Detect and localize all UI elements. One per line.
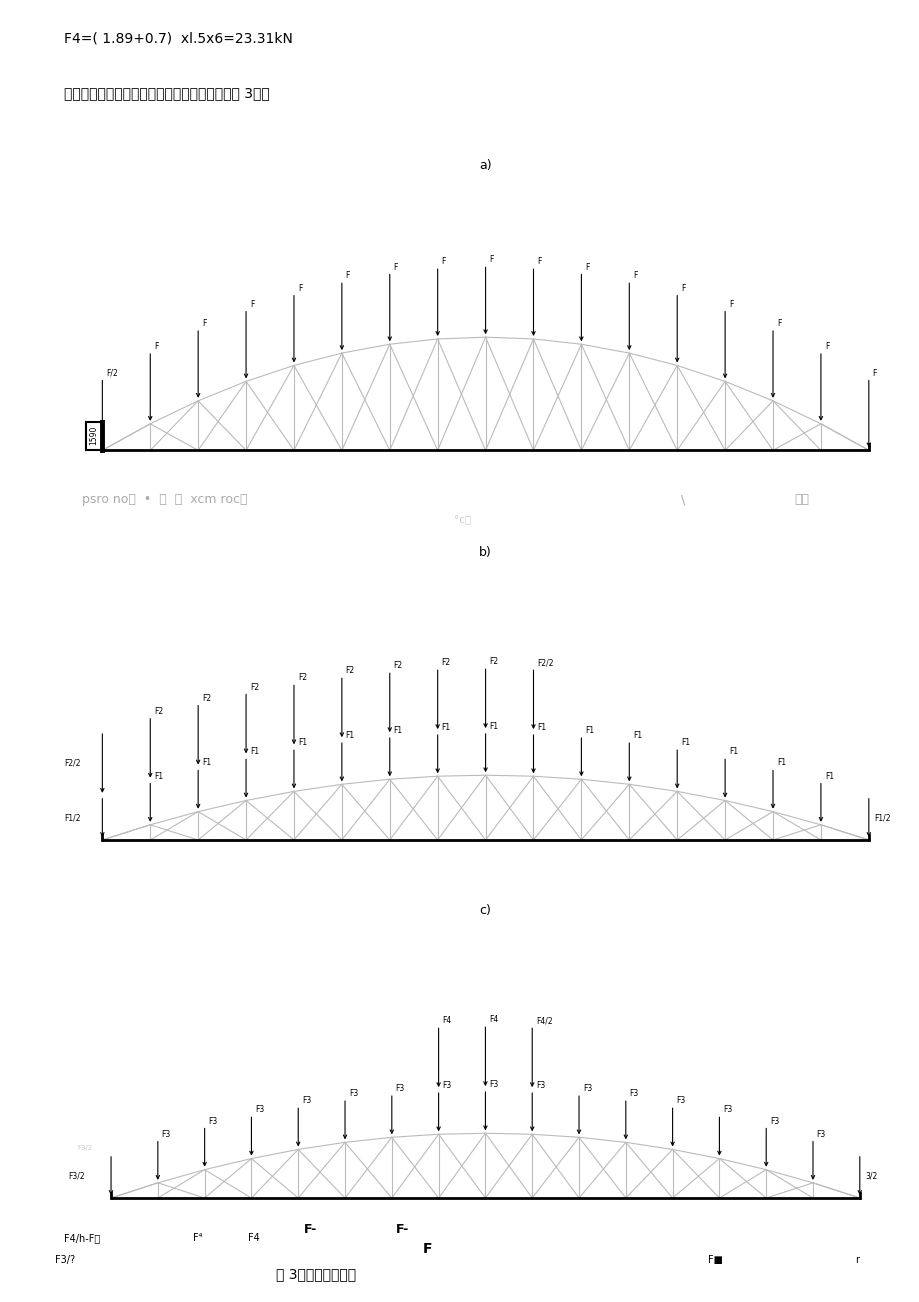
Text: F3: F3 (582, 1085, 591, 1094)
Text: F: F (298, 284, 301, 293)
Text: F: F (632, 271, 637, 280)
Text: psro no）  •  ：  ：  xcm roc：: psro no） • ： ： xcm roc： (82, 493, 247, 506)
Text: F: F (153, 342, 158, 352)
Text: °c（: °c（ (454, 516, 471, 526)
Text: F: F (441, 258, 446, 266)
Text: F3/?: F3/? (55, 1255, 75, 1266)
Text: F: F (537, 258, 541, 266)
Text: F: F (584, 263, 589, 272)
Text: F-: F- (395, 1223, 408, 1236)
Text: F2: F2 (489, 658, 498, 667)
Text: F2: F2 (346, 667, 355, 676)
Text: F3: F3 (816, 1130, 825, 1139)
Text: 3/2: 3/2 (865, 1172, 877, 1181)
Text: F1: F1 (441, 723, 450, 732)
Text: F: F (423, 1242, 432, 1255)
Text: F1: F1 (202, 759, 210, 767)
Text: F2: F2 (441, 659, 450, 668)
Text: F1/2: F1/2 (64, 814, 81, 823)
Text: F: F (823, 342, 828, 352)
Text: F2: F2 (298, 673, 307, 682)
Text: F1: F1 (250, 747, 259, 756)
Text: F4=( 1.89+0.7)  xl.5x6=23.31kN: F4=( 1.89+0.7) xl.5x6=23.31kN (64, 31, 293, 46)
Text: F: F (680, 284, 685, 293)
Text: F2: F2 (202, 694, 210, 703)
Text: r: r (855, 1255, 858, 1266)
Text: F: F (489, 255, 494, 264)
Text: F1: F1 (489, 723, 498, 730)
Text: F3: F3 (442, 1081, 451, 1090)
Text: F: F (250, 299, 254, 309)
Text: F: F (346, 271, 350, 280)
Text: F2/2: F2/2 (537, 659, 553, 668)
Text: F2: F2 (393, 661, 403, 671)
Text: F4: F4 (248, 1233, 260, 1243)
Text: F3/2: F3/2 (69, 1172, 85, 1181)
Text: F1: F1 (153, 772, 163, 781)
Text: F3: F3 (769, 1117, 778, 1125)
Text: F: F (393, 263, 398, 272)
Text: F⁴: F⁴ (193, 1233, 202, 1243)
Text: F: F (776, 319, 780, 328)
Text: F3: F3 (675, 1096, 685, 1105)
Text: F4/h-F：: F4/h-F： (64, 1233, 100, 1243)
Text: F1: F1 (776, 759, 785, 767)
Text: 屋架在上述三种荷载组合作用下的计算简图如图 3所示: 屋架在上述三种荷载组合作用下的计算简图如图 3所示 (64, 86, 270, 100)
Text: F: F (872, 368, 876, 378)
Text: c): c) (479, 904, 491, 917)
Text: F1: F1 (346, 732, 355, 740)
Text: F3: F3 (536, 1081, 545, 1090)
Text: F3: F3 (629, 1090, 638, 1098)
Text: F1: F1 (632, 732, 641, 740)
Text: F1: F1 (728, 747, 737, 756)
Text: F1: F1 (298, 738, 307, 747)
Text: F4: F4 (489, 1016, 498, 1025)
Text: F: F (728, 299, 732, 309)
Text: F4/2: F4/2 (536, 1017, 552, 1026)
Text: F3: F3 (348, 1090, 357, 1098)
Text: F3: F3 (722, 1105, 732, 1115)
Text: F: F (202, 319, 206, 328)
Text: F3: F3 (301, 1096, 311, 1105)
Text: F2/2: F2/2 (64, 759, 81, 768)
Text: F3: F3 (208, 1117, 218, 1125)
Text: F3: F3 (255, 1105, 264, 1115)
Text: F1: F1 (537, 723, 546, 732)
Text: F1: F1 (823, 772, 833, 781)
Text: F3/2: F3/2 (77, 1144, 92, 1151)
Text: F1: F1 (393, 727, 403, 736)
Text: F-: F- (303, 1223, 316, 1236)
Text: F/2: F/2 (106, 368, 118, 378)
Text: 1590: 1590 (89, 426, 98, 445)
Text: F3: F3 (395, 1085, 404, 1094)
Text: F2: F2 (153, 707, 163, 716)
Text: F4: F4 (442, 1017, 451, 1026)
Text: F3: F3 (489, 1081, 498, 1088)
Text: 药刊: 药刊 (793, 493, 809, 506)
Text: a): a) (479, 159, 492, 172)
Text: b): b) (479, 546, 492, 559)
Text: 图 3：荷载计算简图: 图 3：荷载计算简图 (276, 1268, 356, 1281)
Text: F1: F1 (680, 738, 689, 747)
Text: F2: F2 (250, 682, 259, 691)
Text: \: \ (680, 493, 685, 506)
Text: F3: F3 (162, 1130, 171, 1139)
Text: F1: F1 (584, 727, 594, 736)
Text: F■: F■ (708, 1255, 722, 1266)
Text: F1/2: F1/2 (874, 814, 891, 823)
